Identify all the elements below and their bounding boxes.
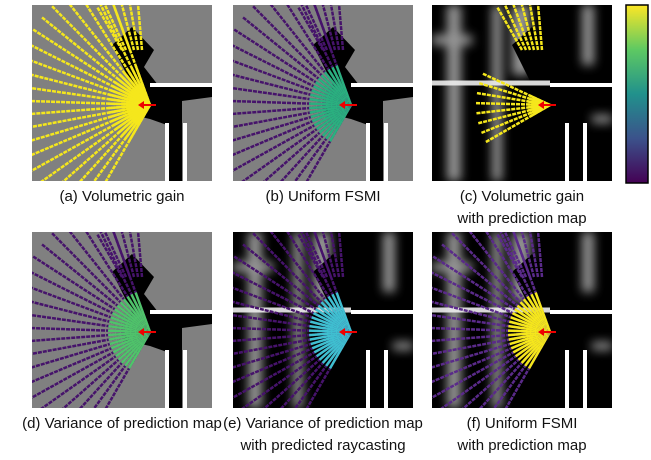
caption: with prediction map: [456, 437, 586, 454]
caption: with prediction map: [456, 210, 586, 227]
figure: (a) Volumetric gain (b) Uniform FSMI (c) V…: [0, 0, 651, 460]
caption: (a) Volumetric gain: [59, 188, 184, 205]
map-blob: [432, 35, 472, 45]
map-blob: [582, 5, 594, 65]
map-blob: [393, 342, 413, 350]
caption: with predicted raycasting: [239, 437, 405, 454]
map-blob: [582, 232, 594, 292]
panel: [432, 0, 612, 181]
page: {"panels": [ {"caption": ["(a) Volumetri…: [0, 0, 651, 460]
caption: (c) Volumetric gain: [460, 188, 584, 205]
map-blob: [492, 5, 502, 181]
colorbar: [626, 5, 648, 183]
map-blob: [447, 5, 461, 181]
caption: (e) Variance of prediction map: [223, 415, 423, 432]
caption: (d) Variance of prediction map: [22, 415, 222, 432]
map-blob: [383, 232, 395, 292]
map-blob: [592, 342, 612, 350]
map-blob: [592, 115, 612, 123]
caption: (b) Uniform FSMI: [265, 188, 380, 205]
caption: (f) Uniform FSMI: [467, 415, 578, 432]
